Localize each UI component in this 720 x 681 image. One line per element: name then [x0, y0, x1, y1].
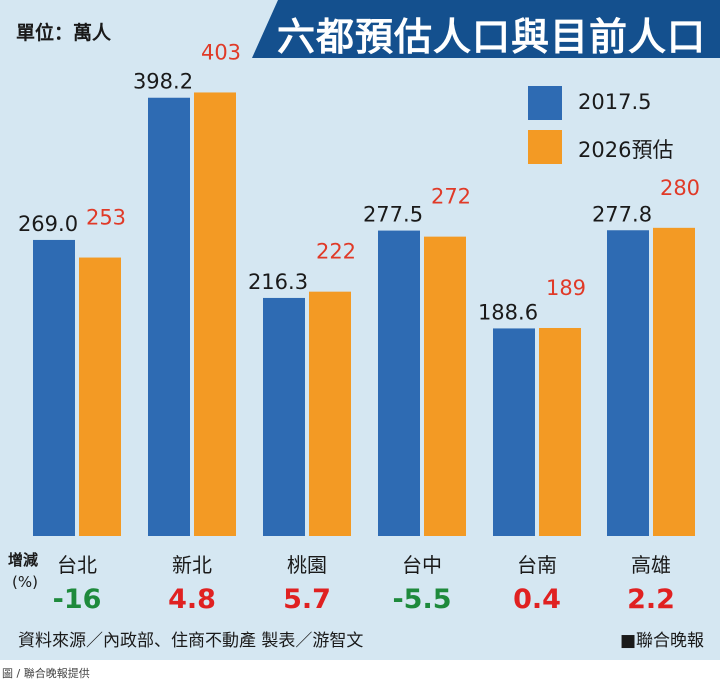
change-value-1: 4.8	[168, 584, 216, 615]
bar-2017-3	[378, 230, 420, 536]
change-unit: (%)	[12, 573, 38, 591]
footer-source: 資料來源／內政部、住商不動產 製表／游智文	[18, 631, 364, 651]
footer-publisher: ■聯合晚報	[619, 631, 704, 651]
data-label-2026-1: 403	[201, 40, 241, 64]
bar-2026-4	[539, 327, 581, 536]
category-label-2: 桃園	[287, 553, 327, 577]
legend-label-2017: 2017.5	[578, 90, 652, 114]
change-value-2: 5.7	[283, 584, 331, 615]
image-credit: 圖 / 聯合晚報提供	[2, 667, 90, 680]
data-label-2017-1: 398.2	[133, 70, 193, 94]
data-label-2026-3: 272	[431, 185, 471, 209]
category-label-4: 台南	[517, 553, 557, 577]
data-label-2026-5: 280	[660, 176, 700, 200]
bar-2017-0	[33, 239, 75, 536]
change-value-5: 2.2	[627, 584, 675, 615]
change-value-3: -5.5	[392, 584, 451, 615]
legend-label-2026: 2026預估	[578, 138, 674, 162]
data-label-2026-4: 189	[546, 276, 586, 300]
bar-2026-5	[653, 227, 695, 536]
change-row-title: 增減 (%)	[8, 549, 48, 593]
data-label-2017-4: 188.6	[478, 300, 538, 324]
bar-2017-4	[493, 328, 535, 536]
data-label-2017-5: 277.8	[592, 202, 652, 226]
legend-swatch-2026	[528, 130, 562, 164]
data-label-2026-2: 222	[316, 240, 356, 264]
bar-2026-1	[194, 92, 236, 537]
bar-2017-5	[607, 230, 649, 536]
category-label-0: 台北	[57, 553, 97, 577]
data-label-2017-3: 277.5	[363, 203, 423, 227]
bar-2026-2	[309, 291, 351, 536]
data-label-2026-0: 253	[86, 206, 126, 230]
bar-2017-2	[263, 297, 305, 536]
change-title-text: 增減	[8, 551, 39, 569]
category-label-5: 高雄	[631, 553, 671, 577]
change-value-4: 0.4	[513, 584, 561, 615]
data-label-2017-0: 269.0	[18, 212, 78, 236]
title-banner: 六都預估人口與目前人口	[252, 0, 720, 58]
legend-swatch-2017	[528, 86, 562, 120]
chart-title: 六都預估人口與目前人口	[276, 15, 706, 59]
bar-2026-0	[79, 257, 121, 536]
bar-2017-1	[148, 97, 190, 536]
bar-2026-3	[424, 236, 466, 537]
category-label-1: 新北	[172, 553, 212, 577]
data-label-2017-2: 216.3	[248, 270, 308, 294]
change-value-0: -16	[53, 584, 102, 615]
bar-chart: 269.0 253 台北 -16 398.2 403 新北 4.8 216.3 222 桃園 5.7 2…	[18, 40, 700, 615]
unit-label: 單位：萬人	[16, 22, 112, 44]
category-label-3: 台中	[402, 553, 442, 577]
